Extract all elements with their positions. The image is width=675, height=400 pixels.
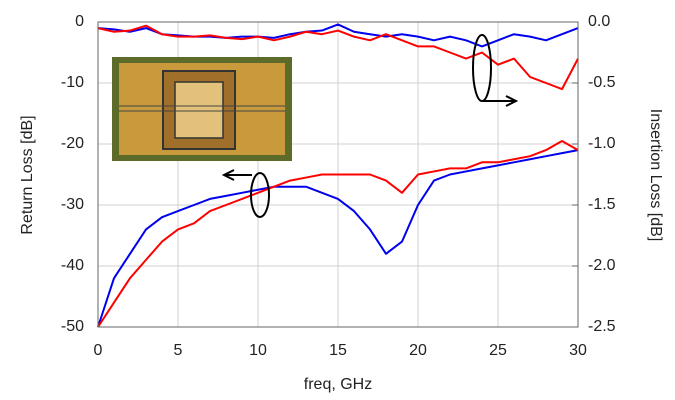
data-line xyxy=(97,139,579,328)
x-tick-label: 25 xyxy=(489,342,507,359)
x-tick-label: 5 xyxy=(174,342,183,359)
y-tick-label: -50 xyxy=(61,318,84,335)
annotation-arrow xyxy=(221,169,252,181)
inset-center xyxy=(174,81,224,139)
lines xyxy=(97,23,579,328)
data-line xyxy=(97,24,579,91)
annotation-ellipse xyxy=(472,34,492,102)
annotation-ellipse xyxy=(250,172,270,218)
data-line xyxy=(97,149,579,328)
y-tick-label: -20 xyxy=(61,135,84,152)
x-tick-label: 15 xyxy=(329,342,347,359)
y2-tick-label: -2.5 xyxy=(588,318,616,335)
y2-tick-label: -2.0 xyxy=(588,257,616,274)
annotation-arrow xyxy=(482,95,519,107)
x-tick-label: 20 xyxy=(409,342,427,359)
x-axis-title: freq, GHz xyxy=(304,376,372,393)
y-tick-label: -30 xyxy=(61,196,84,213)
y-tick-label: -40 xyxy=(61,257,84,274)
x-tick-label: 30 xyxy=(569,342,587,359)
plot-frame xyxy=(97,21,579,328)
y-tick-label: 0 xyxy=(75,13,84,30)
x-tick-label: 10 xyxy=(249,342,267,359)
x-tick-label: 0 xyxy=(94,342,103,359)
y-tick-label: -10 xyxy=(61,74,84,91)
y2-axis-title: Insertion Loss [dB] xyxy=(647,109,664,242)
y2-tick-label: 0.0 xyxy=(588,13,610,30)
inset-photo xyxy=(112,57,292,161)
data-line xyxy=(97,23,579,48)
y2-tick-label: -1.5 xyxy=(588,196,616,213)
y2-tick-label: -0.5 xyxy=(588,74,616,91)
y-axis-title: Return Loss [dB] xyxy=(19,115,36,234)
y2-tick-label: -1.0 xyxy=(588,135,616,152)
annotations xyxy=(221,34,519,218)
